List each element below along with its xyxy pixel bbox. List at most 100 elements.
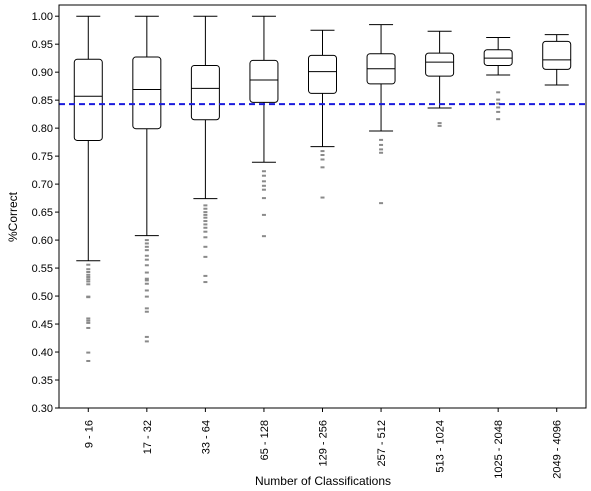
outlier-point — [203, 216, 208, 219]
box-9-16 — [73, 15, 103, 262]
outlier-point — [86, 295, 91, 298]
outlier-point — [86, 359, 91, 362]
outlier-point — [203, 281, 208, 284]
y-axis-ticks — [55, 15, 59, 409]
outlier-point — [203, 223, 208, 226]
x-tick-labels: 9 - 16 17 - 32 33 - 64 65 - 128 129 - 256 257… — [83, 420, 563, 479]
iqr-box — [132, 56, 162, 130]
iqr-box — [190, 64, 220, 121]
outlier-point — [203, 255, 208, 258]
outlier-point — [203, 236, 208, 239]
outlier-point — [496, 102, 501, 105]
y-tick-label: 0.70 — [32, 179, 53, 191]
outlier-point — [86, 317, 91, 320]
outlier-point — [144, 245, 149, 248]
iqr-box — [308, 54, 337, 94]
outlier-point — [86, 326, 91, 329]
y-tick-label: 0.45 — [32, 319, 53, 331]
outlier-point — [379, 143, 384, 146]
outlier-point — [144, 295, 149, 298]
outlier-point — [144, 289, 149, 292]
outlier-point — [144, 242, 149, 245]
outlier-point — [379, 202, 384, 205]
outlier-point — [496, 98, 501, 101]
outlier-point — [261, 188, 266, 191]
outlier-point — [437, 122, 442, 125]
iqr-box — [249, 59, 279, 103]
box-17-32 — [132, 15, 162, 237]
outlier-point — [144, 254, 149, 257]
y-tick-labels: 0.30 0.35 0.40 0.45 0.50 0.55 0.60 0.65 0.70 0.75… — [32, 11, 53, 415]
outlier-point — [320, 158, 325, 161]
outlier-point — [496, 106, 501, 109]
outlier-point — [203, 274, 208, 277]
outlier-point — [261, 235, 266, 238]
x-tick-label: 2049 - 4096 — [552, 420, 564, 479]
box-513-1024 — [425, 30, 455, 109]
outlier-point — [261, 184, 266, 187]
outlier-point — [144, 307, 149, 310]
x-tick-label: 9 - 16 — [83, 420, 95, 448]
outlier-point — [379, 151, 384, 154]
outlier-point — [203, 213, 208, 216]
y-tick-label: 0.35 — [32, 375, 53, 387]
x-tick-label: 129 - 256 — [318, 420, 330, 466]
y-tick-label: 0.60 — [32, 235, 53, 247]
outlier-point — [86, 321, 91, 324]
outlier-point — [144, 239, 149, 242]
y-tick-label: 0.65 — [32, 207, 53, 219]
outlier-point — [320, 166, 325, 169]
box-33-64 — [190, 15, 220, 200]
outlier-point — [203, 220, 208, 223]
outlier-points — [86, 91, 501, 362]
outlier-point — [203, 226, 208, 229]
outlier-point — [144, 279, 149, 282]
outlier-point — [144, 264, 149, 267]
y-tick-label: 0.90 — [32, 67, 53, 79]
box-2049-4096 — [542, 34, 572, 86]
outlier-point — [86, 280, 91, 283]
x-tick-label: 257 - 512 — [376, 420, 388, 466]
y-tick-label: 0.75 — [32, 151, 53, 163]
y-tick-label: 0.80 — [32, 123, 53, 135]
outlier-point — [144, 282, 149, 285]
outlier-point — [261, 197, 266, 200]
boxes — [73, 15, 572, 262]
outlier-point — [86, 351, 91, 354]
outlier-point — [144, 340, 149, 343]
x-axis-ticks — [87, 408, 558, 412]
outlier-point — [496, 118, 501, 121]
outlier-point — [437, 124, 442, 127]
outlier-point — [203, 204, 208, 207]
box-129-256 — [308, 29, 337, 148]
outlier-point — [144, 310, 149, 313]
outlier-point — [144, 335, 149, 338]
outlier-point — [261, 213, 266, 216]
outlier-point — [261, 174, 266, 177]
outlier-point — [203, 230, 208, 233]
x-tick-label: 65 - 128 — [259, 420, 271, 460]
outlier-point — [379, 148, 384, 151]
outlier-point — [144, 249, 149, 252]
y-tick-label: 0.30 — [32, 403, 53, 415]
y-tick-label: 0.85 — [32, 95, 53, 107]
outlier-point — [86, 270, 91, 273]
outlier-point — [144, 271, 149, 274]
outlier-point — [86, 268, 91, 271]
outlier-point — [86, 283, 91, 286]
x-tick-label: 17 - 32 — [142, 420, 154, 454]
box-65-128 — [249, 15, 279, 163]
y-tick-label: 0.50 — [32, 291, 53, 303]
y-axis-label: %Correct — [6, 191, 20, 242]
outlier-point — [320, 196, 325, 199]
outlier-point — [496, 110, 501, 113]
outlier-point — [496, 91, 501, 94]
y-tick-label: 0.95 — [32, 39, 53, 51]
outlier-point — [203, 207, 208, 210]
outlier-point — [261, 180, 266, 183]
outlier-point — [144, 258, 149, 261]
outlier-point — [86, 263, 91, 266]
outlier-point — [86, 276, 91, 279]
iqr-box — [425, 52, 455, 77]
